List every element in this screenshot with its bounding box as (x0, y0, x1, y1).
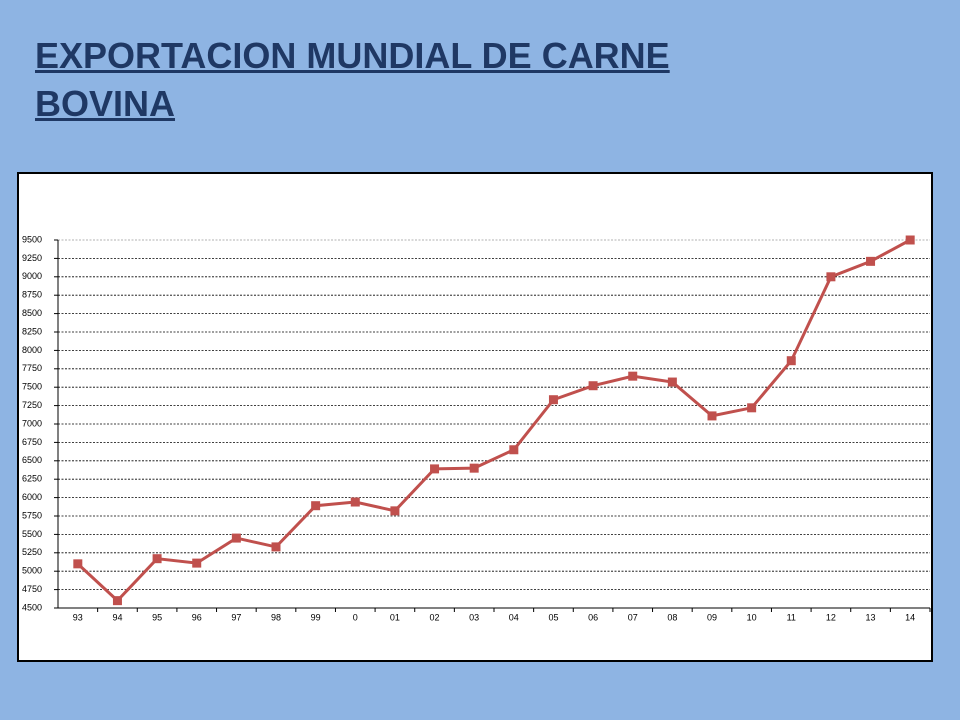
point-marker (588, 381, 598, 391)
y-tick-label: 8250 (22, 326, 42, 336)
point-marker (509, 445, 519, 455)
x-tick-label: 99 (311, 612, 321, 622)
x-tick-label: 01 (390, 612, 400, 622)
point-marker (826, 272, 836, 282)
y-tick-label: 5750 (22, 510, 42, 520)
x-tick-label: 94 (112, 612, 122, 622)
y-tick-label: 8750 (22, 290, 42, 300)
y-tick-label: 6000 (22, 492, 42, 502)
y-tick-label: 7500 (22, 382, 42, 392)
x-tick-label: 14 (905, 612, 915, 622)
y-tick-label: 5250 (22, 547, 42, 557)
x-tick-label: 93 (73, 612, 83, 622)
y-tick-label: 8000 (22, 345, 42, 355)
point-marker (747, 403, 757, 413)
series-line (76, 238, 911, 603)
x-tick-label: 07 (628, 612, 638, 622)
y-tick-label: 7000 (22, 418, 42, 428)
x-tick-label: 09 (707, 612, 717, 622)
point-marker (390, 506, 400, 516)
x-tick-label: 97 (231, 612, 241, 622)
point-marker (905, 235, 915, 245)
point-marker (152, 554, 162, 564)
point-marker (430, 464, 440, 474)
y-tick-label: 4750 (22, 584, 42, 594)
x-tick-label: 04 (509, 612, 519, 622)
x-tick-label: 05 (548, 612, 558, 622)
point-marker (469, 463, 479, 473)
chart-frame (17, 172, 933, 662)
y-tick-label: 7250 (22, 400, 42, 410)
x-tick-label: 03 (469, 612, 479, 622)
x-tick-label: 08 (667, 612, 677, 622)
point-marker (628, 371, 638, 381)
y-tick-label: 7750 (22, 363, 42, 373)
y-tick-label: 5000 (22, 566, 42, 576)
y-tick-label: 6500 (22, 455, 42, 465)
y-tick-label: 8500 (22, 308, 42, 318)
point-marker (548, 395, 558, 405)
x-tick-label: 96 (192, 612, 202, 622)
x-tick-label: 98 (271, 612, 281, 622)
point-marker (192, 558, 202, 568)
x-tick-label: 11 (787, 612, 796, 622)
point-marker (73, 559, 83, 569)
point-marker (707, 411, 717, 421)
point-marker (311, 501, 321, 511)
y-tick-label: 6750 (22, 437, 42, 447)
x-tick-label: 13 (866, 612, 876, 622)
point-marker (112, 596, 122, 606)
y-tick-label: 4500 (22, 602, 42, 612)
x-tick-label: 10 (747, 612, 757, 622)
y-tick-label: 6250 (22, 474, 42, 484)
point-marker (231, 533, 241, 543)
point-marker (866, 256, 876, 266)
slide-title: EXPORTACION MUNDIAL DE CARNE BOVINA (35, 35, 670, 124)
x-tick-label: 12 (826, 612, 836, 622)
y-tick-label: 9000 (22, 271, 42, 281)
x-tick-label: 02 (430, 612, 440, 622)
y-tick-label: 9500 (22, 234, 42, 244)
x-tick-label: 95 (152, 612, 162, 622)
point-marker (350, 497, 360, 507)
x-tick-label: 06 (588, 612, 598, 622)
point-marker (786, 356, 796, 366)
x-tick-label: 0 (353, 612, 358, 622)
y-tick-label: 5500 (22, 529, 42, 539)
point-marker (271, 542, 281, 552)
point-marker (667, 377, 677, 387)
y-tick-label: 9250 (22, 253, 42, 263)
